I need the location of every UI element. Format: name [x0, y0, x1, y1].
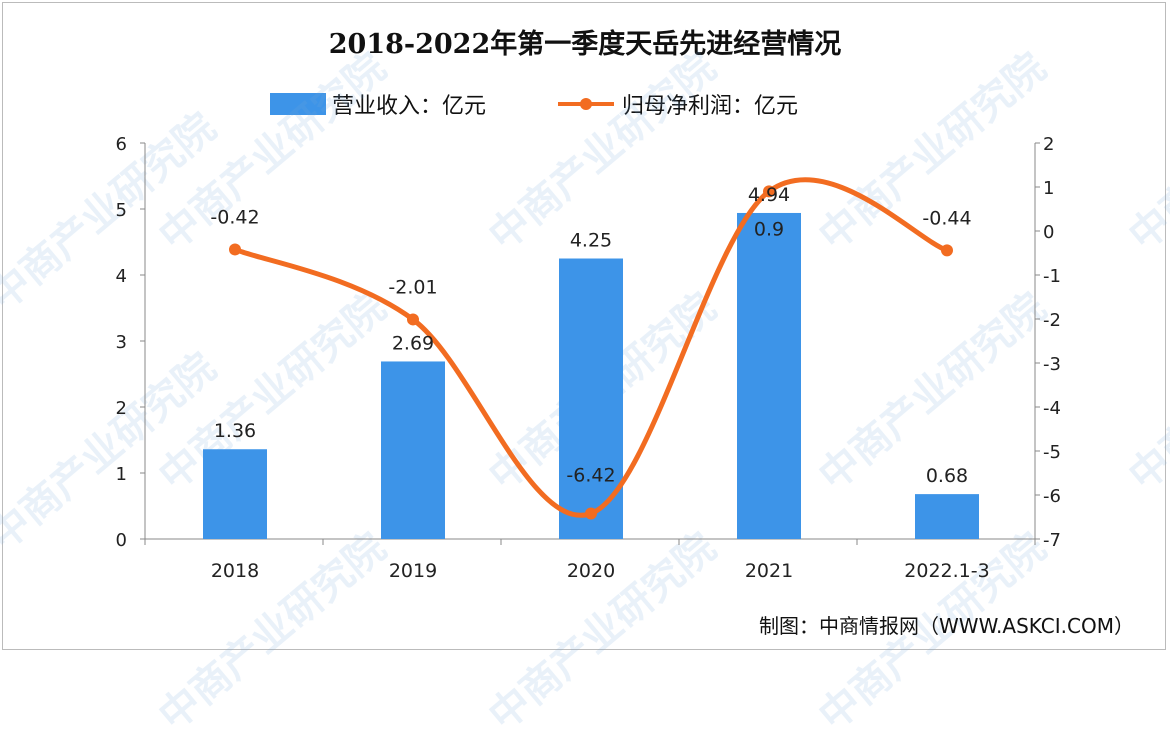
profit-point: [941, 244, 953, 257]
right-tick-label: -6: [1043, 486, 1061, 507]
legend-item-revenue: 营业收入：亿元: [270, 88, 486, 120]
bar-data-label: 4.94: [748, 184, 790, 206]
x-tick-label: 2018: [211, 560, 259, 582]
chart-title: 2018-2022年第一季度天岳先进经营情况: [328, 29, 842, 60]
x-tick-label: 2020: [567, 560, 615, 582]
x-tick-label: 2021: [745, 560, 793, 582]
legend-label-profit: 归母净利润：亿元: [622, 94, 799, 119]
line-data-label: -6.42: [566, 464, 615, 486]
line-data-label: -0.44: [922, 207, 971, 229]
chart-svg: 0 1 2 3 4 5 6 -7 -6 -5 -4 -3 -2 -1 0 1 2 2018 2019 2020 2021…: [116, 134, 1061, 582]
profit-point: [229, 243, 241, 256]
left-tick-label: 6: [116, 134, 127, 155]
bar-data-label: 2.69: [392, 332, 434, 354]
bar: [381, 361, 445, 539]
line-data-label: -0.42: [210, 206, 259, 228]
right-tick-label: 1: [1043, 178, 1054, 199]
left-tick-label: 5: [116, 200, 127, 221]
right-tick-label: -3: [1043, 354, 1061, 375]
legend: 营业收入：亿元 归母净利润：亿元: [270, 88, 868, 120]
bar: [737, 212, 801, 539]
line-data-label: 0.9: [754, 218, 784, 240]
left-tick-label: 2: [116, 398, 127, 419]
bar-data-label: 0.68: [926, 465, 968, 487]
right-tick-label: 2: [1043, 134, 1054, 155]
right-tick-label: -1: [1043, 266, 1061, 287]
legend-label-revenue: 营业收入：亿元: [332, 94, 487, 119]
bar-data-label: 1.36: [214, 420, 256, 442]
profit-point: [585, 507, 597, 520]
line-data-label: -2.01: [388, 276, 437, 298]
footer-credit: 制图：中商情报网（WWW.ASKCI.COM）: [759, 614, 1134, 638]
right-tick-label: -4: [1043, 398, 1061, 419]
bar: [203, 449, 267, 539]
bar-data-label: 4.25: [570, 230, 612, 252]
profit-point: [407, 313, 419, 326]
left-tick-label: 4: [116, 266, 127, 287]
x-tick-label: 2019: [389, 560, 437, 582]
left-tick-label: 0: [116, 530, 127, 551]
bar: [559, 258, 623, 539]
chart-frame: [2, 2, 1166, 650]
legend-item-profit: 归母净利润：亿元: [556, 88, 798, 120]
legend-swatch-bar: [270, 93, 326, 115]
right-tick-label: -7: [1043, 530, 1061, 551]
left-tick-label: 1: [116, 464, 127, 485]
right-tick-label: 0: [1043, 222, 1054, 243]
bar: [915, 494, 979, 539]
left-tick-label: 3: [116, 332, 127, 353]
legend-swatch-line: [558, 98, 615, 110]
profit-point: [763, 185, 775, 198]
profit-line: [234, 177, 948, 518]
x-tick-label: 2022.1-3: [904, 560, 989, 582]
right-tick-label: -5: [1043, 442, 1061, 463]
right-tick-label: -2: [1043, 310, 1061, 331]
